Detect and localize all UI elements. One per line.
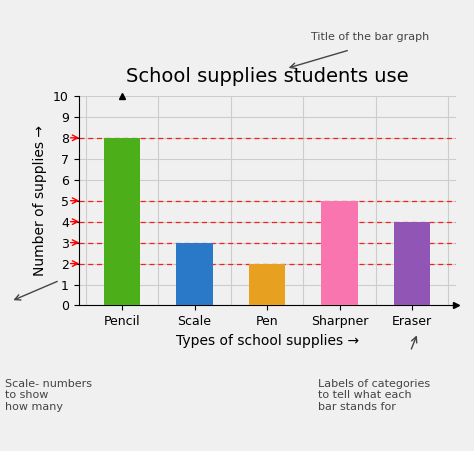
X-axis label: Types of school supplies →: Types of school supplies → [175, 334, 359, 348]
Bar [321, 201, 358, 305]
Text: Labels of categories
to tell what each
bar stands for: Labels of categories to tell what each b… [318, 379, 430, 412]
Bar [394, 221, 430, 305]
Title: School supplies students use: School supplies students use [126, 67, 409, 86]
Bar [249, 263, 285, 305]
Bar [104, 138, 140, 305]
Text: Scale- numbers
to show
how many: Scale- numbers to show how many [5, 379, 92, 412]
Y-axis label: Number of supplies →: Number of supplies → [34, 125, 47, 276]
Text: Title of the bar graph: Title of the bar graph [310, 32, 429, 41]
Bar [176, 243, 213, 305]
